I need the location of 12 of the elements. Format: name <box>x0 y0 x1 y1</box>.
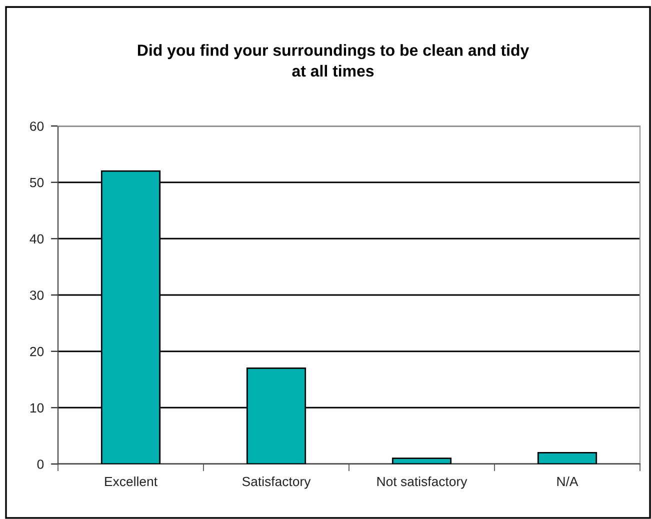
x-tick-label: Not satisfactory <box>377 476 468 489</box>
y-tick-label: 20 <box>30 346 44 356</box>
chart-title: Did you find your surroundings to be clean and tidy at all times <box>138 44 530 77</box>
y-tick-label: 0 <box>37 460 44 469</box>
y-tick-label: 40 <box>30 234 44 244</box>
y-tick-label: 10 <box>30 403 44 413</box>
y-tick-label: 30 <box>30 290 44 300</box>
y-tick-label: 60 <box>30 122 44 131</box>
x-tick-label: Excellent <box>105 476 158 486</box>
y-tick-label: 50 <box>30 178 44 188</box>
x-tick-label: N/A <box>557 476 578 486</box>
x-tick-label: Satisfactory <box>242 476 311 489</box>
